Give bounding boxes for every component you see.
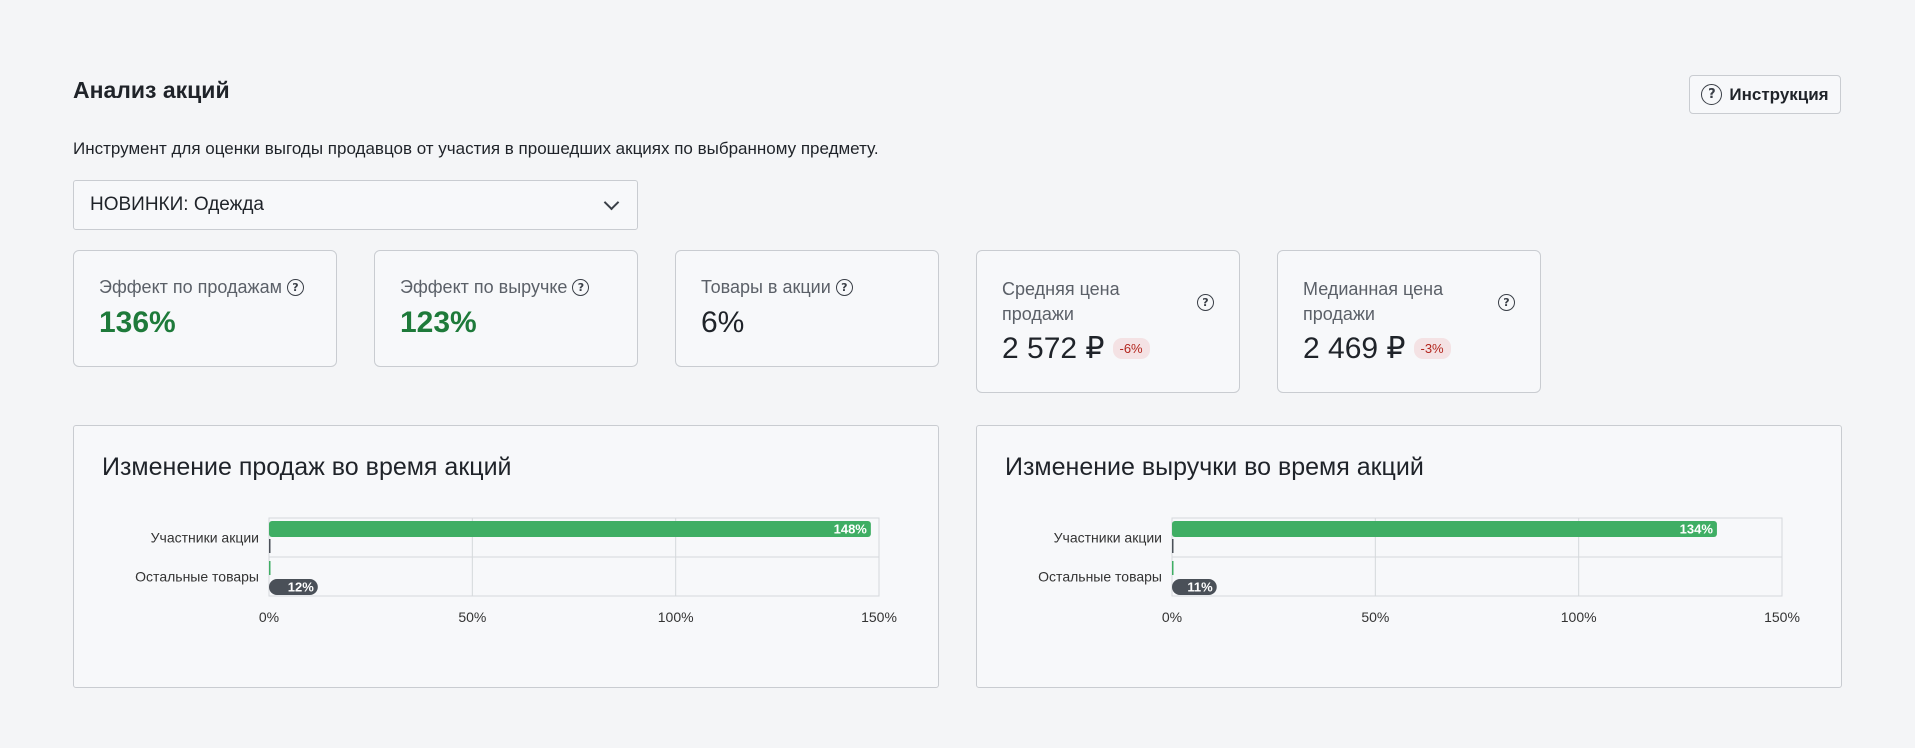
question-icon[interactable]: ? bbox=[1498, 293, 1515, 311]
kpi-items-in-promo-label: Товары в акции bbox=[701, 277, 831, 297]
instruction-button[interactable]: ? Инструкция bbox=[1689, 75, 1841, 114]
instruction-button-label: Инструкция bbox=[1729, 84, 1829, 104]
bar-value-label: 148% bbox=[834, 522, 868, 537]
kpi-sales-effect-value: 136% bbox=[99, 306, 176, 339]
kpi-avg-price-value: 2 572 ₽ bbox=[1002, 332, 1105, 365]
chevron-down-icon bbox=[603, 194, 620, 210]
category-label: Остальные товары bbox=[135, 569, 259, 585]
bar-stub bbox=[1172, 561, 1174, 575]
category-select[interactable]: НОВИНКИ: Одежда bbox=[73, 180, 638, 230]
kpi-sales-effect-label: Эффект по продажам bbox=[99, 277, 282, 297]
bar bbox=[269, 521, 871, 537]
kpi-median-price-value: 2 469 ₽ bbox=[1303, 332, 1406, 365]
category-label: Участники акции bbox=[151, 530, 259, 546]
kpi-revenue-effect-label: Эффект по выручке bbox=[400, 277, 568, 297]
x-tick-label: 0% bbox=[1162, 609, 1182, 625]
category-label: Участники акции bbox=[1054, 530, 1162, 546]
bar-value-label: 12% bbox=[288, 580, 314, 595]
question-icon[interactable]: ? bbox=[286, 279, 304, 296]
category-label: Остальные товары bbox=[1038, 569, 1162, 585]
x-tick-label: 100% bbox=[1561, 609, 1597, 625]
bar-value-label: 134% bbox=[1680, 522, 1714, 537]
bar-value-label: 11% bbox=[1187, 580, 1213, 595]
kpi-items-in-promo: Товары в акции ? 6% bbox=[675, 250, 939, 367]
page-title: Анализ акций bbox=[73, 77, 230, 103]
revenue-change-chart-title: Изменение выручки во время акций bbox=[1005, 453, 1424, 481]
kpi-sales-effect: Эффект по продажам ? 136% bbox=[73, 250, 337, 367]
revenue-change-chart-card: Изменение выручки во время акций 0% 50% 10… bbox=[976, 425, 1842, 688]
x-tick-label: 150% bbox=[861, 609, 897, 625]
kpi-revenue-effect-value: 123% bbox=[400, 306, 477, 339]
x-tick-label: 100% bbox=[658, 609, 694, 625]
x-tick-label: 0% bbox=[259, 609, 279, 625]
page-subtitle: Инструмент для оценки выгоды продавцов о… bbox=[73, 139, 879, 158]
kpi-avg-price-delta-badge: -6% bbox=[1112, 338, 1150, 359]
bar-stub bbox=[269, 539, 271, 553]
kpi-median-price-delta-badge: -3% bbox=[1413, 338, 1451, 359]
x-tick-label: 50% bbox=[1361, 609, 1389, 625]
kpi-median-price-label: Медианная цена продажи bbox=[1303, 279, 1444, 324]
sales-change-chart-title: Изменение продаж во время акций bbox=[102, 453, 512, 481]
x-tick-label: 150% bbox=[1764, 609, 1800, 625]
bar-stub bbox=[269, 561, 271, 575]
kpi-items-in-promo-value: 6% bbox=[701, 306, 745, 339]
kpi-avg-price-label: Средняя цена продажи bbox=[1002, 279, 1120, 324]
bar bbox=[1172, 579, 1217, 595]
kpi-median-price: Медианная цена продажи ? 2 469 ₽ -3% bbox=[1277, 250, 1541, 393]
bar-stub bbox=[1172, 539, 1174, 553]
question-icon: ? bbox=[1701, 84, 1723, 105]
sales-change-chart: 0% 50% 100% 150% Участники акции 148% Остальны… bbox=[135, 517, 897, 625]
question-icon[interactable]: ? bbox=[1197, 293, 1214, 311]
category-select-value: НОВИНКИ: Одежда bbox=[90, 194, 264, 215]
question-icon[interactable]: ? bbox=[835, 279, 853, 296]
revenue-change-chart: 0% 50% 100% 150% Участники акции 134% Остальны… bbox=[1038, 517, 1800, 625]
bar bbox=[1172, 521, 1717, 537]
kpi-avg-price: Средняя цена продажи ? 2 572 ₽ -6% bbox=[976, 250, 1240, 393]
sales-change-chart-card: Изменение продаж во время акций 0% 50% 100… bbox=[73, 425, 939, 688]
question-icon[interactable]: ? bbox=[572, 279, 590, 296]
x-tick-label: 50% bbox=[458, 609, 486, 625]
bar bbox=[269, 579, 318, 595]
kpi-revenue-effect: Эффект по выручке ? 123% bbox=[374, 250, 638, 367]
